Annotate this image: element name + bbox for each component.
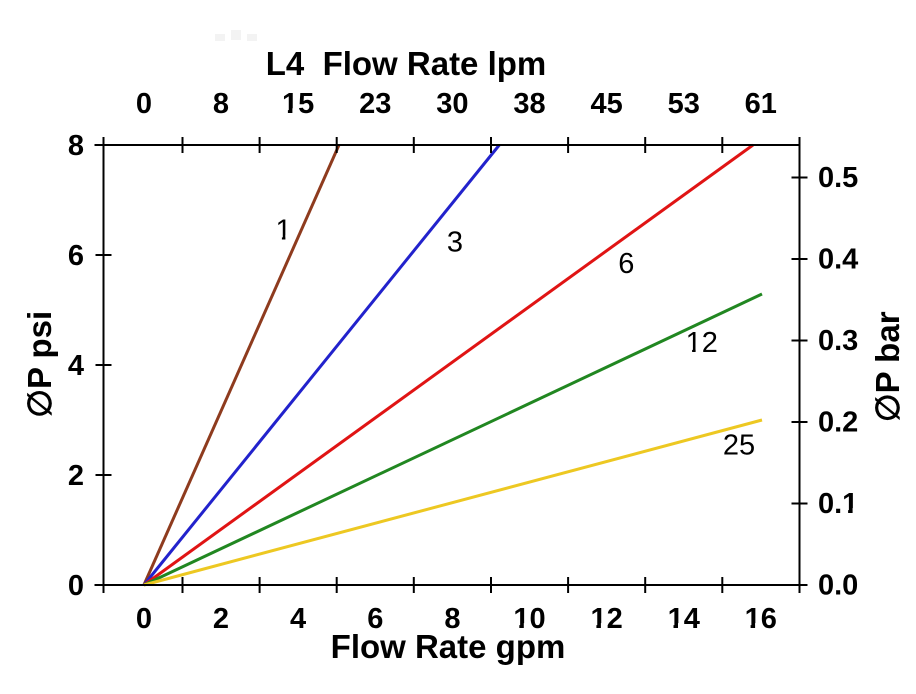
svg-text:38: 38 — [513, 88, 545, 120]
svg-text:6: 6 — [618, 248, 634, 280]
svg-text:30: 30 — [436, 88, 468, 120]
svg-text:Flow Rate gpm: Flow Rate gpm — [331, 628, 566, 665]
svg-text:0.4: 0.4 — [818, 244, 858, 276]
svg-text:0.1: 0.1 — [818, 488, 858, 520]
svg-text:0: 0 — [136, 88, 152, 120]
svg-text:23: 23 — [359, 88, 391, 120]
svg-text:4: 4 — [290, 603, 306, 635]
svg-text:61: 61 — [745, 88, 777, 120]
svg-text:2: 2 — [68, 460, 84, 492]
svg-text:4: 4 — [68, 350, 84, 382]
svg-text:8: 8 — [68, 130, 84, 162]
svg-text:L4 Flow Rate lpm: L4 Flow Rate lpm — [266, 45, 547, 82]
svg-text:12: 12 — [686, 327, 718, 359]
svg-text:2: 2 — [213, 603, 229, 635]
svg-text:12: 12 — [590, 603, 622, 635]
svg-text:6: 6 — [367, 603, 383, 635]
svg-text:∅P psi: ∅P psi — [21, 311, 58, 418]
svg-text:0: 0 — [68, 570, 84, 602]
svg-text:3: 3 — [447, 227, 463, 259]
svg-text:8: 8 — [213, 88, 229, 120]
svg-text:0.3: 0.3 — [818, 325, 858, 357]
svg-text:0.2: 0.2 — [818, 407, 858, 439]
svg-text:0.0: 0.0 — [818, 570, 858, 602]
svg-text:10: 10 — [513, 603, 545, 635]
svg-text:0.5: 0.5 — [818, 162, 858, 194]
svg-text:15: 15 — [282, 88, 314, 120]
svg-text:8: 8 — [444, 603, 460, 635]
svg-text:45: 45 — [590, 88, 622, 120]
svg-text:53: 53 — [668, 88, 700, 120]
svg-text:∅P bar: ∅P bar — [869, 311, 906, 422]
svg-text:14: 14 — [668, 603, 700, 635]
svg-text:1: 1 — [276, 214, 292, 246]
svg-text:6: 6 — [68, 240, 84, 272]
svg-text:16: 16 — [745, 603, 777, 635]
svg-text:25: 25 — [723, 430, 755, 462]
svg-text:0: 0 — [136, 603, 152, 635]
